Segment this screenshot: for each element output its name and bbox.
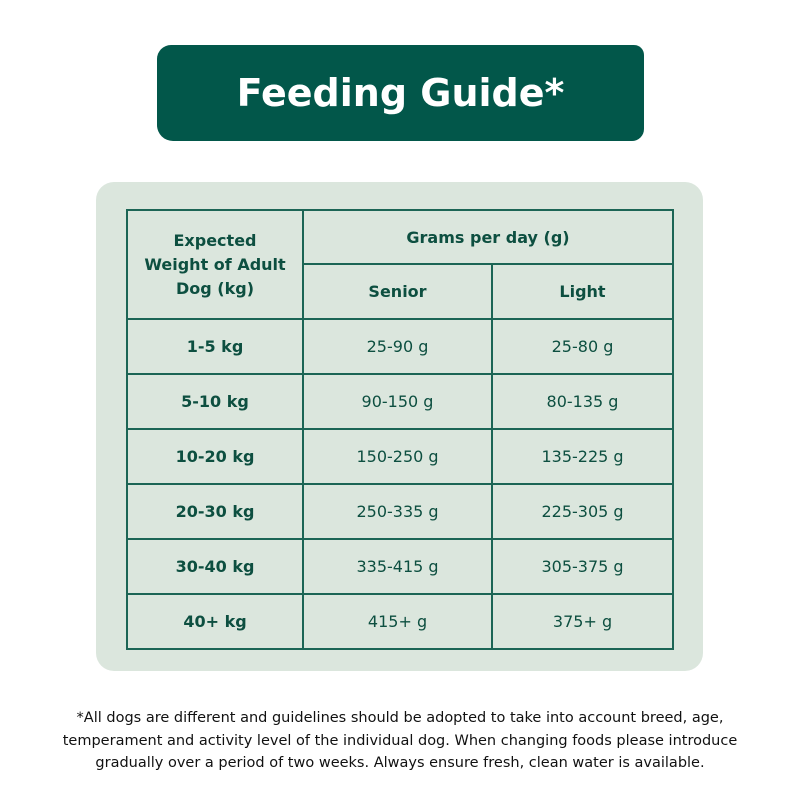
weight-cell: 1-5 kg xyxy=(126,318,304,375)
table-row: 20-30 kg 250-335 g 225-305 g xyxy=(126,483,674,540)
feeding-table: Expected Weight of Adult Dog (kg) Grams … xyxy=(126,209,674,650)
light-header: Light xyxy=(491,263,674,320)
senior-cell: 150-250 g xyxy=(302,428,493,485)
senior-cell: 90-150 g xyxy=(302,373,493,430)
light-cell: 305-375 g xyxy=(491,538,674,595)
table-row: 1-5 kg 25-90 g 25-80 g xyxy=(126,318,674,375)
grams-header: Grams per day (g) xyxy=(302,209,674,265)
weight-cell: 30-40 kg xyxy=(126,538,304,595)
senior-cell: 335-415 g xyxy=(302,538,493,595)
weight-cell: 5-10 kg xyxy=(126,373,304,430)
table-row: 5-10 kg 90-150 g 80-135 g xyxy=(126,373,674,430)
page-title: Feeding Guide* xyxy=(236,71,565,115)
table-row: 40+ kg 415+ g 375+ g xyxy=(126,593,674,650)
light-cell: 80-135 g xyxy=(491,373,674,430)
footnote: *All dogs are different and guidelines s… xyxy=(62,710,738,771)
weight-cell: 40+ kg xyxy=(126,593,304,650)
weight-cell: 10-20 kg xyxy=(126,428,304,485)
light-cell: 225-305 g xyxy=(491,483,674,540)
light-cell: 25-80 g xyxy=(491,318,674,375)
table-row: 30-40 kg 335-415 g 305-375 g xyxy=(126,538,674,595)
senior-cell: 415+ g xyxy=(302,593,493,650)
light-cell: 375+ g xyxy=(491,593,674,650)
table-row: 10-20 kg 150-250 g 135-225 g xyxy=(126,428,674,485)
light-cell: 135-225 g xyxy=(491,428,674,485)
senior-header: Senior xyxy=(302,263,493,320)
weight-cell: 20-30 kg xyxy=(126,483,304,540)
weight-header: Expected Weight of Adult Dog (kg) xyxy=(126,209,304,320)
title-banner: Feeding Guide* xyxy=(157,45,644,141)
senior-cell: 25-90 g xyxy=(302,318,493,375)
senior-cell: 250-335 g xyxy=(302,483,493,540)
